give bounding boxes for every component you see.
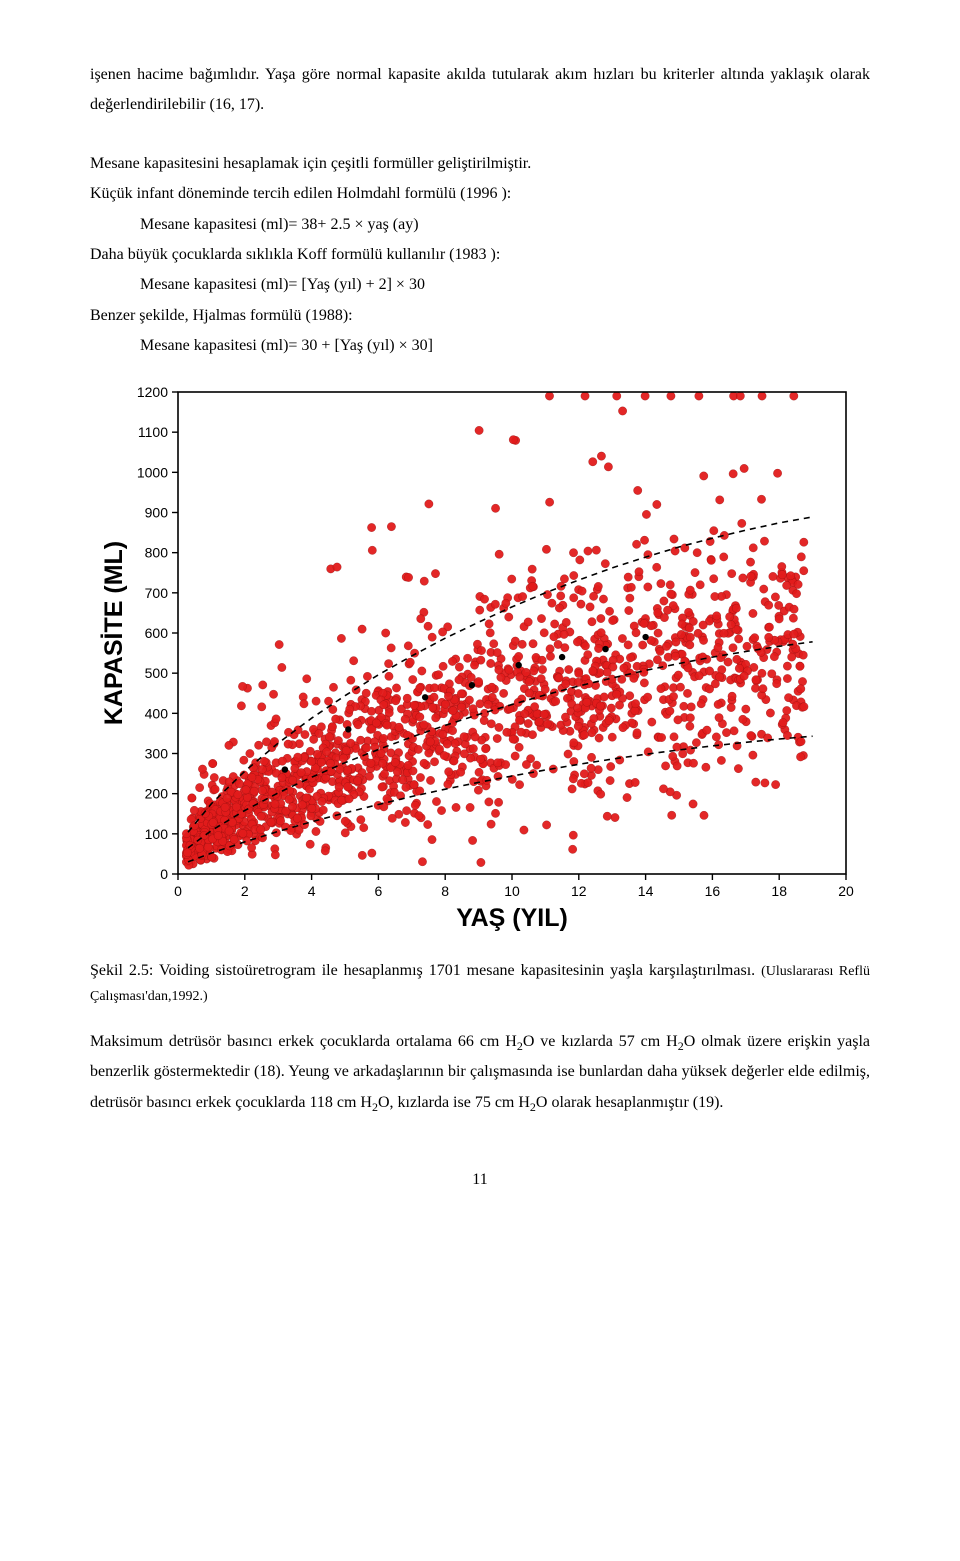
svg-text:18: 18 [771,883,787,899]
scatter-chart: 0246810121416182001002003004005006007008… [100,380,860,951]
p6-seg-d: O, kızlarda ise 75 cm H [378,1094,530,1111]
paragraph-1: işenen hacime bağımlıdır. Yaşa göre norm… [90,60,870,121]
paragraph-6: Maksimum detrüsör basıncı erkek çocuklar… [90,1027,870,1119]
svg-text:8: 8 [441,883,449,899]
formula-1: Mesane kapasitesi (ml)= 38+ 2.5 × yaş (a… [90,210,870,240]
svg-text:14: 14 [638,883,654,899]
svg-text:12: 12 [571,883,587,899]
caption-body: Voiding sistoüretrogram ile hesaplanmış … [153,962,761,979]
svg-text:2: 2 [241,883,249,899]
paragraph-3: Küçük infant döneminde tercih edilen Hol… [90,179,870,209]
svg-text:600: 600 [145,625,169,641]
paragraph-4: Daha büyük çocuklarda sıklıkla Koff form… [90,240,870,270]
svg-text:800: 800 [145,544,169,560]
svg-text:0: 0 [160,866,168,882]
page-number: 11 [90,1165,870,1195]
p6-seg-e: O olarak hesaplanmıştır (19). [536,1094,724,1111]
paragraph-2: Mesane kapasitesini hesaplamak için çeşi… [90,149,870,179]
svg-text:0: 0 [174,883,182,899]
paragraph-5: Benzer şekilde, Hjalmas formülü (1988): [90,301,870,331]
formula-3: Mesane kapasitesi (ml)= 30 + [Yaş (yıl) … [90,331,870,361]
svg-text:700: 700 [145,584,169,600]
caption-lead: Şekil 2.5: [90,962,153,979]
svg-text:400: 400 [145,705,169,721]
svg-text:KAPASİTE (ML): KAPASİTE (ML) [100,540,128,724]
p6-seg-b: O ve kızlarda 57 cm H [523,1033,678,1050]
svg-text:16: 16 [705,883,721,899]
svg-text:6: 6 [375,883,383,899]
svg-text:10: 10 [504,883,520,899]
formula-2: Mesane kapasitesi (ml)= [Yaş (yıl) + 2] … [90,270,870,300]
svg-text:1200: 1200 [137,384,168,400]
figure-caption: Şekil 2.5: Voiding sistoüretrogram ile h… [90,959,870,1009]
svg-text:20: 20 [838,883,854,899]
svg-text:300: 300 [145,745,169,761]
svg-text:1000: 1000 [137,464,168,480]
svg-text:100: 100 [145,825,169,841]
svg-text:1100: 1100 [138,424,168,440]
svg-text:500: 500 [145,665,169,681]
svg-text:900: 900 [145,504,169,520]
p6-seg-a: Maksimum detrüsör basıncı erkek çocuklar… [90,1033,517,1050]
svg-text:200: 200 [145,785,169,801]
svg-text:4: 4 [308,883,316,899]
svg-text:YAŞ (YIL): YAŞ (YIL) [456,904,568,932]
